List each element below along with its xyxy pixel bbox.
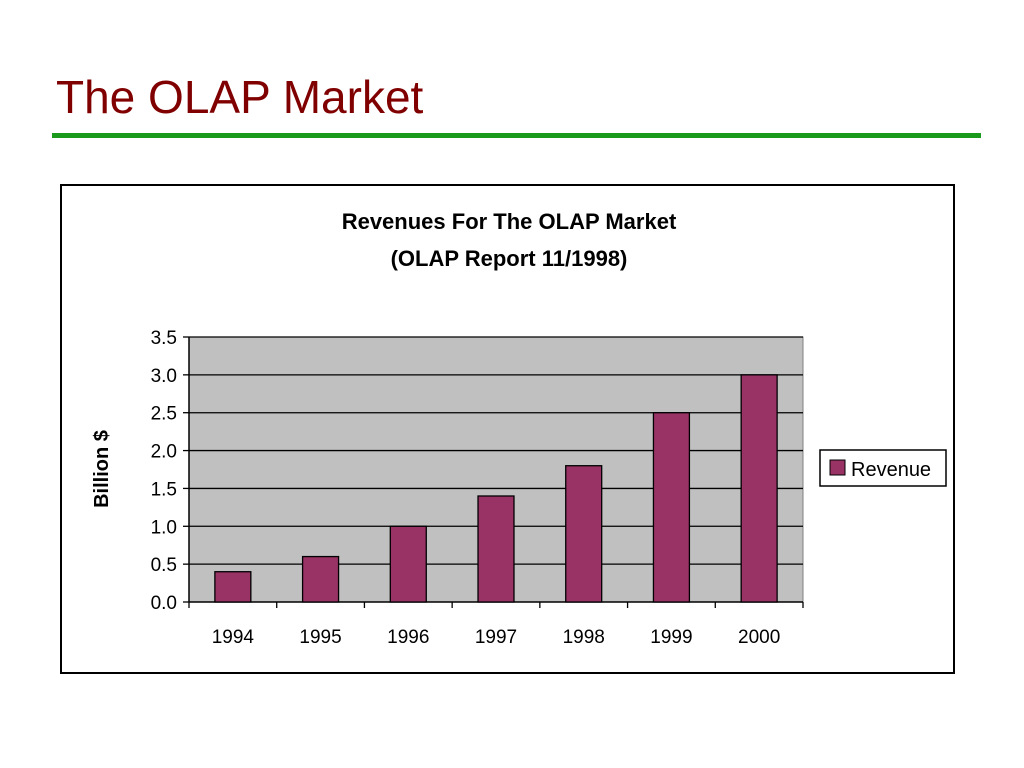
bar-2000 xyxy=(740,374,778,603)
bar-1996 xyxy=(389,525,427,603)
x-tick-label: 1994 xyxy=(212,627,255,648)
chart-frame: Revenues For The OLAP Market (OLAP Repor… xyxy=(60,184,955,674)
y-tick-label: 3.5 xyxy=(151,328,177,349)
y-tick-label: 1.5 xyxy=(151,479,177,500)
bar-1994 xyxy=(214,571,252,603)
y-tick-label: 2.0 xyxy=(151,442,177,463)
plot-area: 0.0 0.5 1.0 1.5 2.0 2.5 3.0 3.5 1994 1995 1996 1997… xyxy=(151,328,804,648)
x-tick-label: 1996 xyxy=(387,627,429,648)
y-tick-label: 3.0 xyxy=(151,366,177,387)
legend-label-revenue: Revenue xyxy=(851,459,931,481)
y-tick-label: 2.5 xyxy=(151,404,177,425)
legend-swatch xyxy=(829,459,846,476)
y-tick-label: 1.0 xyxy=(151,517,177,538)
x-tick-label: 1999 xyxy=(650,627,692,648)
chart-subtitle: (OLAP Report 11/1998) xyxy=(391,246,628,271)
revenue-bar-chart: Revenues For The OLAP Market (OLAP Repor… xyxy=(91,209,947,648)
bar-1997 xyxy=(477,495,515,603)
x-tick-label: 1997 xyxy=(475,627,517,648)
title-divider xyxy=(52,133,981,138)
legend: Revenue xyxy=(819,449,947,487)
x-tick-label: 1998 xyxy=(563,627,605,648)
y-axis-label: Billion $ xyxy=(91,430,113,508)
bar-1999 xyxy=(652,412,691,603)
y-tick-label: 0.0 xyxy=(151,593,177,614)
slide-title: The OLAP Market xyxy=(56,71,424,123)
x-tick-label: 2000 xyxy=(738,627,780,648)
chart-title: Revenues For The OLAP Market xyxy=(342,209,677,234)
bar-1998 xyxy=(565,465,603,603)
y-tick-label: 0.5 xyxy=(151,555,177,576)
bar-1995 xyxy=(301,555,340,603)
x-tick-label: 1995 xyxy=(299,627,341,648)
